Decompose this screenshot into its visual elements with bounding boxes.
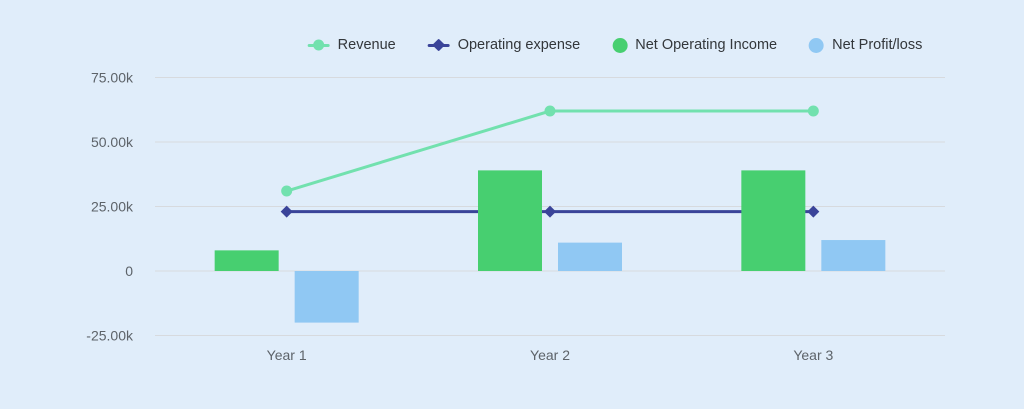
- bar-net-profit-loss-year-1[interactable]: [294, 271, 359, 323]
- operating-expense-diamond-icon: [432, 38, 446, 52]
- legend-item-net-profit-loss[interactable]: Net Profit/loss: [809, 36, 922, 54]
- x-axis-label-year-2: Year 2: [530, 347, 570, 363]
- bar-net-profit-loss-year-3[interactable]: [821, 240, 886, 271]
- marker-revenue-year-1[interactable]: [281, 185, 293, 197]
- chart-legend: Revenue Operating expense Net Operating …: [307, 36, 922, 54]
- y-axis-label-0: 0: [125, 263, 133, 279]
- bar-net-profit-loss-year-2[interactable]: [558, 242, 622, 271]
- revenue-dot-icon: [313, 39, 325, 51]
- bar-net-operating-income-year-3[interactable]: [741, 170, 806, 271]
- operating-expense-line-icon: [427, 38, 450, 52]
- line-revenue: [285, 109, 815, 193]
- legend-label: Operating expense: [457, 37, 581, 53]
- marker-operating-expense-year-2[interactable]: [544, 205, 556, 218]
- legend-label: Net Operating Income: [635, 37, 778, 53]
- bar-net-operating-income-year-1[interactable]: [214, 250, 279, 271]
- revenue-line-icon: [307, 39, 330, 51]
- marker-operating-expense-year-3[interactable]: [807, 205, 820, 218]
- legend-item-net-operating-income[interactable]: Net Operating Income: [612, 36, 777, 54]
- legend-label: Net Profit/loss: [832, 37, 923, 53]
- bar-net-operating-income-year-2[interactable]: [478, 170, 542, 271]
- marker-operating-expense-year-1[interactable]: [280, 205, 293, 218]
- y-axis-label-75-00k: 75.00k: [91, 70, 134, 86]
- y-axis-label-50-00k: 50.00k: [91, 134, 134, 150]
- legend-item-revenue[interactable]: Revenue: [307, 36, 396, 54]
- net-operating-income-circle-icon: [612, 37, 628, 53]
- x-axis-label-year-3: Year 3: [793, 347, 833, 363]
- y-axis-label-25-00k: 25.00k: [91, 199, 134, 215]
- legend-item-operating-expense[interactable]: Operating expense: [427, 36, 581, 54]
- x-axis-label-year-1: Year 1: [267, 347, 307, 363]
- legend-label: Revenue: [337, 37, 396, 53]
- marker-revenue-year-2[interactable]: [544, 105, 556, 117]
- marker-revenue-year-3[interactable]: [807, 105, 819, 117]
- net-profit-loss-circle-icon: [809, 37, 825, 53]
- y-axis-label-25-00k: -25.00k: [86, 328, 134, 344]
